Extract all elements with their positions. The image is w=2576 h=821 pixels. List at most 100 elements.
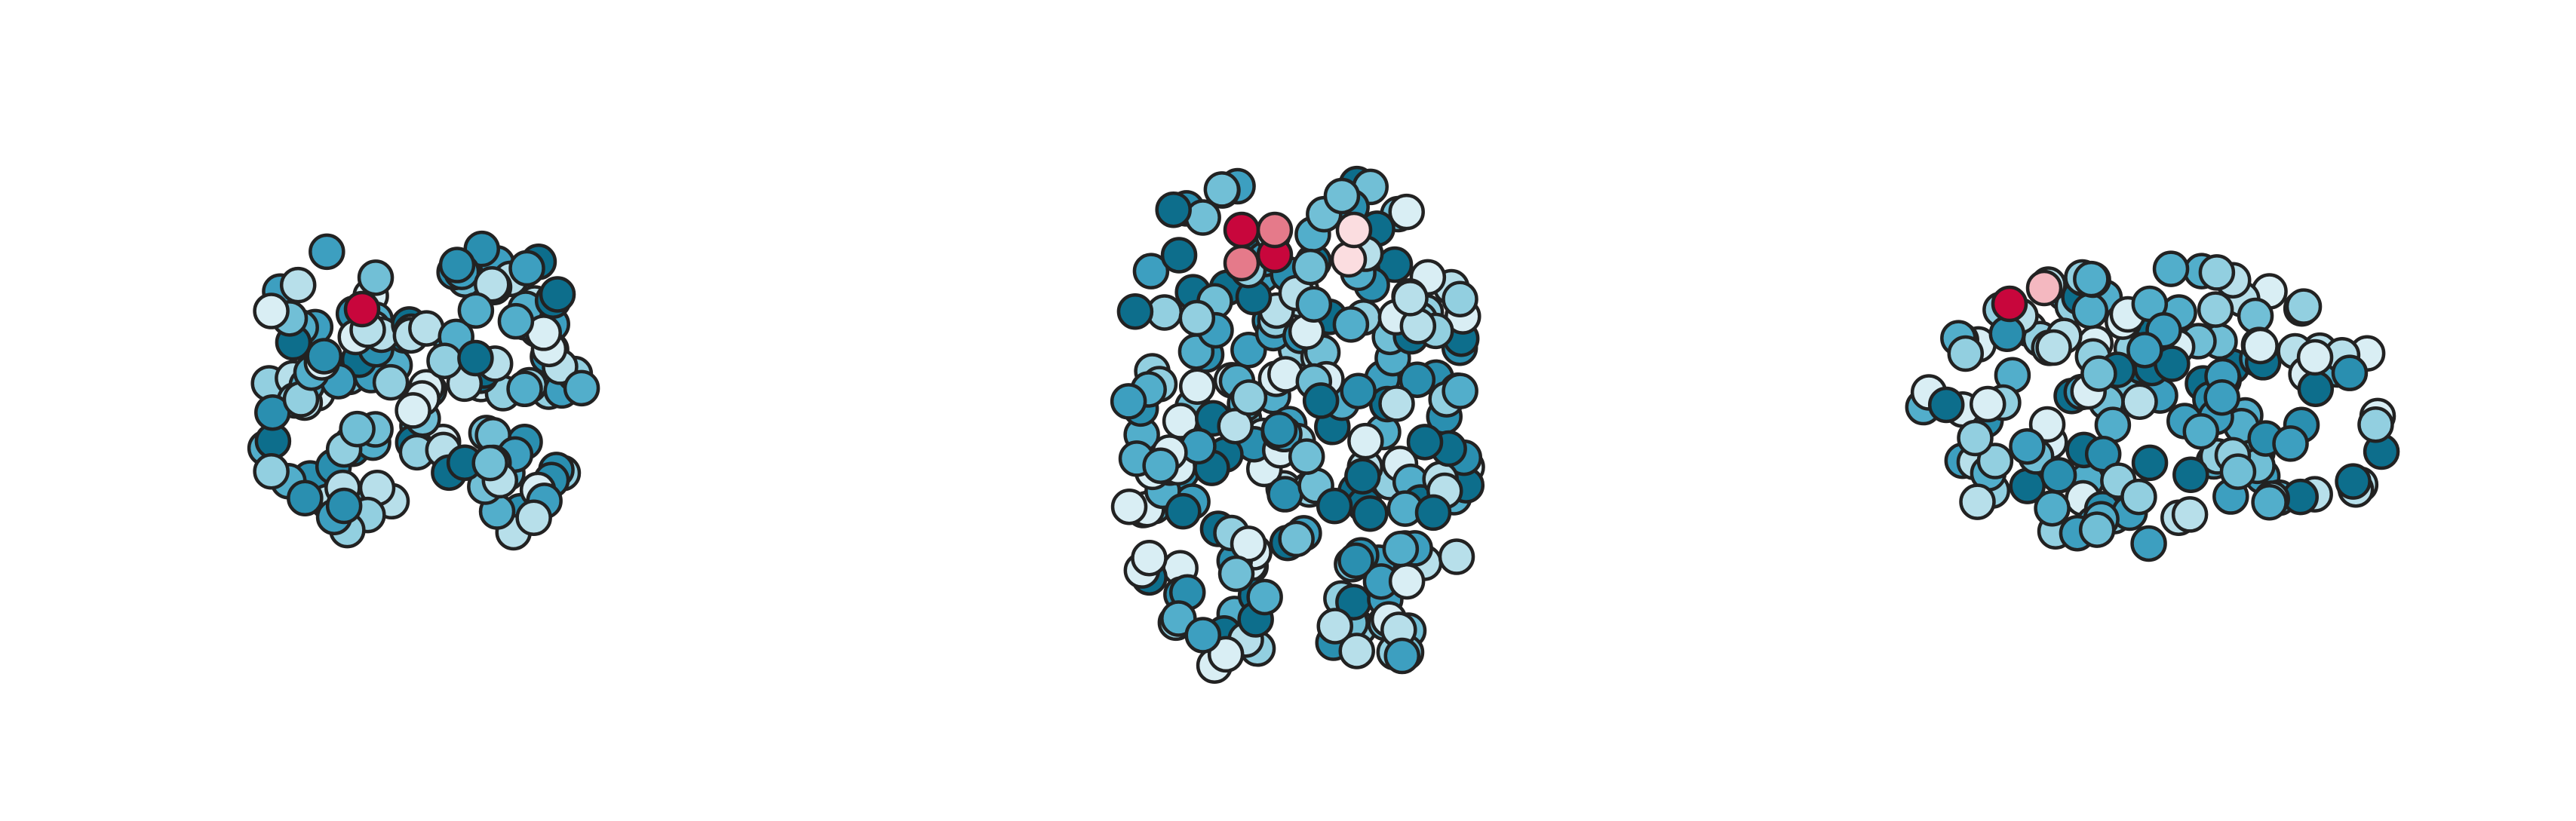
node xyxy=(343,290,381,328)
node xyxy=(1344,458,1381,495)
node xyxy=(2009,427,2046,465)
node xyxy=(357,259,395,296)
node xyxy=(2078,511,2116,548)
node xyxy=(1442,372,1478,409)
node xyxy=(2121,383,2158,421)
node xyxy=(1217,555,1255,593)
node xyxy=(1178,368,1216,406)
node xyxy=(1438,538,1475,575)
node xyxy=(1178,299,1216,337)
node xyxy=(1388,193,1425,231)
node xyxy=(1302,382,1340,419)
node xyxy=(253,293,290,329)
node xyxy=(1388,562,1426,600)
node xyxy=(2172,456,2209,494)
node xyxy=(2335,463,2372,500)
node xyxy=(1991,285,2028,323)
node xyxy=(1223,211,1260,249)
node xyxy=(1230,332,1267,369)
node xyxy=(1338,633,1375,669)
node xyxy=(471,444,508,482)
node xyxy=(1316,608,1353,645)
node xyxy=(438,247,476,283)
node xyxy=(253,453,290,490)
node xyxy=(1165,492,1202,530)
node xyxy=(515,499,552,537)
node xyxy=(1383,637,1421,675)
node xyxy=(1378,385,1415,422)
node xyxy=(1110,383,1147,420)
node xyxy=(2198,254,2236,291)
node xyxy=(1323,177,1361,215)
node xyxy=(1295,286,1333,323)
node xyxy=(1399,361,1436,398)
node xyxy=(2071,293,2109,329)
node xyxy=(2034,489,2071,527)
node xyxy=(1110,488,1148,525)
node xyxy=(1442,280,1478,318)
node xyxy=(2171,496,2209,533)
node xyxy=(1332,306,1370,343)
node xyxy=(1160,237,1198,274)
node xyxy=(1230,525,1267,562)
node xyxy=(1132,253,1170,289)
node xyxy=(1131,539,1168,577)
node xyxy=(2080,355,2117,392)
node xyxy=(1330,240,1368,278)
node xyxy=(305,338,342,375)
node xyxy=(1335,211,1373,249)
node xyxy=(2331,354,2369,391)
node xyxy=(395,392,431,429)
node xyxy=(2272,425,2309,462)
node xyxy=(2025,269,2063,307)
node xyxy=(309,233,345,271)
node xyxy=(2296,339,2334,376)
node xyxy=(1142,447,1179,484)
node xyxy=(1927,386,1965,424)
node xyxy=(2120,478,2157,516)
node xyxy=(2203,378,2240,416)
node xyxy=(2152,250,2190,287)
node xyxy=(339,410,376,448)
node xyxy=(1223,244,1260,282)
node xyxy=(2131,444,2169,482)
node xyxy=(1116,293,1154,330)
node xyxy=(1288,438,1325,475)
node xyxy=(325,487,363,525)
node xyxy=(1392,280,1429,317)
node xyxy=(1947,335,1985,372)
node xyxy=(563,369,600,407)
node xyxy=(1267,476,1303,513)
node xyxy=(1256,211,1294,249)
node xyxy=(2182,412,2220,450)
node xyxy=(2073,260,2110,298)
node xyxy=(508,250,545,287)
node xyxy=(1155,191,1192,228)
node xyxy=(287,479,324,516)
node xyxy=(1347,422,1384,460)
node xyxy=(474,266,511,303)
node xyxy=(2035,329,2072,366)
node xyxy=(1337,542,1374,579)
node xyxy=(1352,495,1389,532)
node xyxy=(539,276,576,313)
node xyxy=(1278,520,1315,558)
node xyxy=(1316,487,1353,525)
node xyxy=(1246,578,1283,616)
node xyxy=(497,302,535,340)
node xyxy=(2126,332,2163,369)
coronal-view xyxy=(247,230,600,551)
axial-view xyxy=(1110,165,1485,684)
node xyxy=(457,292,495,329)
node xyxy=(2197,291,2234,328)
node xyxy=(2285,288,2323,325)
node xyxy=(2251,484,2288,521)
node xyxy=(2242,327,2279,365)
node xyxy=(279,266,317,304)
node xyxy=(1406,424,1444,461)
node xyxy=(1340,372,1377,409)
node xyxy=(506,370,543,408)
sagittal-view xyxy=(1905,250,2400,562)
